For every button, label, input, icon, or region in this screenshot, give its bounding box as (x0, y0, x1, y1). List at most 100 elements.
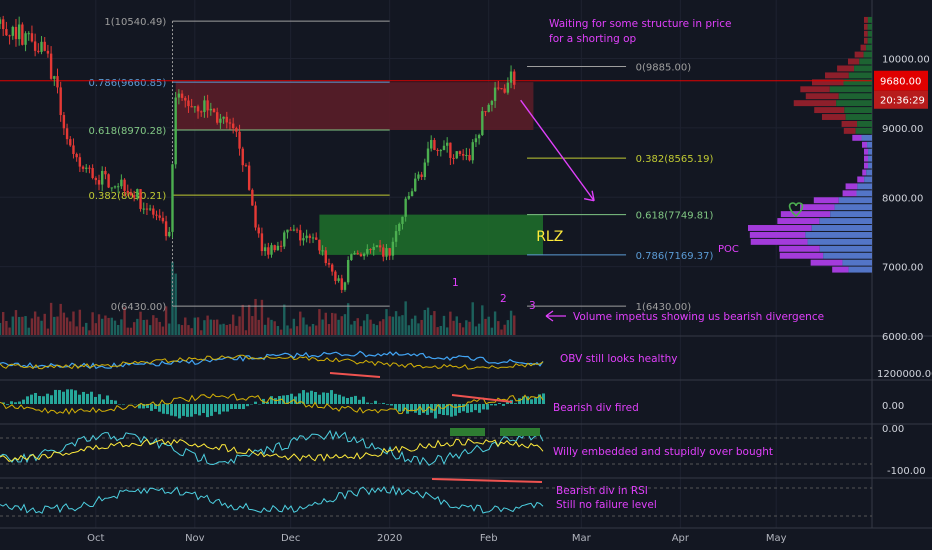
candle (474, 138, 478, 143)
profile-bar-sell (813, 197, 839, 204)
profile-bar-sell (779, 252, 824, 259)
candle (378, 245, 382, 248)
volume-bar (433, 311, 436, 335)
volume-bar (375, 325, 379, 335)
macd-bar (170, 404, 173, 416)
macd-bar (394, 404, 397, 410)
macd-bar (10, 401, 13, 404)
candle (414, 178, 417, 192)
candle (104, 170, 107, 175)
candle (180, 93, 184, 98)
macd-bar (446, 404, 449, 416)
volume-bar (513, 315, 516, 335)
zones-layer: RLZ (175, 82, 563, 255)
macd-bar (198, 404, 201, 416)
candle (388, 248, 391, 256)
annotations-layer: POC Waiting for some structure in price fo… (452, 18, 824, 511)
volume-bar (439, 325, 442, 335)
candle (445, 142, 449, 146)
candle (346, 260, 350, 283)
x-tick-label: Feb (480, 533, 498, 544)
macd-bar (218, 404, 221, 415)
volume-bar (94, 323, 98, 335)
candle (8, 35, 11, 37)
profile-bar-sell (864, 37, 868, 44)
candle (276, 245, 280, 251)
volume-bar (65, 317, 69, 335)
macd-bar (186, 404, 189, 417)
macd-bar (214, 404, 217, 412)
candle (164, 221, 168, 237)
volume-bar (136, 318, 139, 335)
candle (37, 50, 40, 52)
candle (155, 214, 158, 216)
candle (299, 230, 302, 241)
macd-bar (282, 395, 285, 404)
volume-bar (139, 311, 142, 335)
profile-bar-sell (749, 231, 806, 238)
note-obv: OBV still looks healthy (560, 353, 677, 365)
macd-bar (42, 396, 45, 404)
volume-bar (203, 320, 206, 335)
candle (241, 148, 244, 166)
volume-bar (509, 310, 513, 335)
macd-bar (426, 404, 429, 415)
macd-bar (122, 404, 125, 405)
candle (305, 235, 308, 239)
candle (455, 151, 458, 159)
profile-bar-buy (843, 79, 872, 86)
volume-bar (184, 317, 187, 335)
volume-bar (225, 325, 228, 335)
zone-RLZ (319, 214, 544, 255)
wave-2: 2 (500, 293, 507, 305)
x-tick-label: May (766, 533, 787, 544)
macd-bar (146, 404, 149, 409)
volume-bar (155, 317, 158, 335)
y-tick-label: 8000.00 (882, 193, 923, 204)
candle (267, 247, 270, 255)
candle (350, 254, 353, 261)
willy-line (0, 429, 544, 466)
candle (148, 208, 152, 210)
volume-bar (366, 314, 369, 335)
macd-bar (322, 392, 325, 404)
macd-bar (238, 404, 241, 410)
candle (187, 100, 190, 107)
profile-bar-buy (866, 169, 872, 176)
candle (120, 179, 123, 187)
candle (401, 216, 404, 224)
candle (219, 118, 222, 123)
volume-bar (362, 320, 366, 335)
candle (40, 41, 43, 52)
volume-bar (69, 321, 72, 335)
candles-layer[interactable] (0, 15, 516, 294)
volume-bar (5, 320, 8, 335)
macd-bar (246, 404, 249, 407)
candle (372, 246, 375, 251)
volume-bar (430, 315, 433, 335)
candle (337, 278, 340, 281)
macd-bar (454, 404, 457, 416)
volume-bar (484, 318, 487, 335)
volume-bar (295, 326, 299, 335)
profile-bar-buy (854, 65, 872, 72)
macd-bar (30, 394, 33, 404)
candle (407, 196, 411, 199)
candle (78, 157, 82, 167)
volume-bar (372, 323, 375, 335)
volume-bar (238, 316, 241, 335)
profile-bar-sell (779, 245, 820, 252)
x-tick-label: Oct (87, 533, 104, 544)
candle (69, 139, 72, 146)
profile-bar-sell (793, 100, 837, 107)
macd-bar (518, 398, 521, 404)
macd-bar (174, 404, 177, 417)
profile-bar-sell (821, 114, 846, 120)
volume-bar (251, 316, 254, 335)
profile-bar-buy (867, 30, 872, 37)
macd-bar (302, 390, 305, 404)
volume-bar (235, 325, 238, 335)
candle (21, 24, 24, 45)
volume-bar (241, 304, 244, 335)
